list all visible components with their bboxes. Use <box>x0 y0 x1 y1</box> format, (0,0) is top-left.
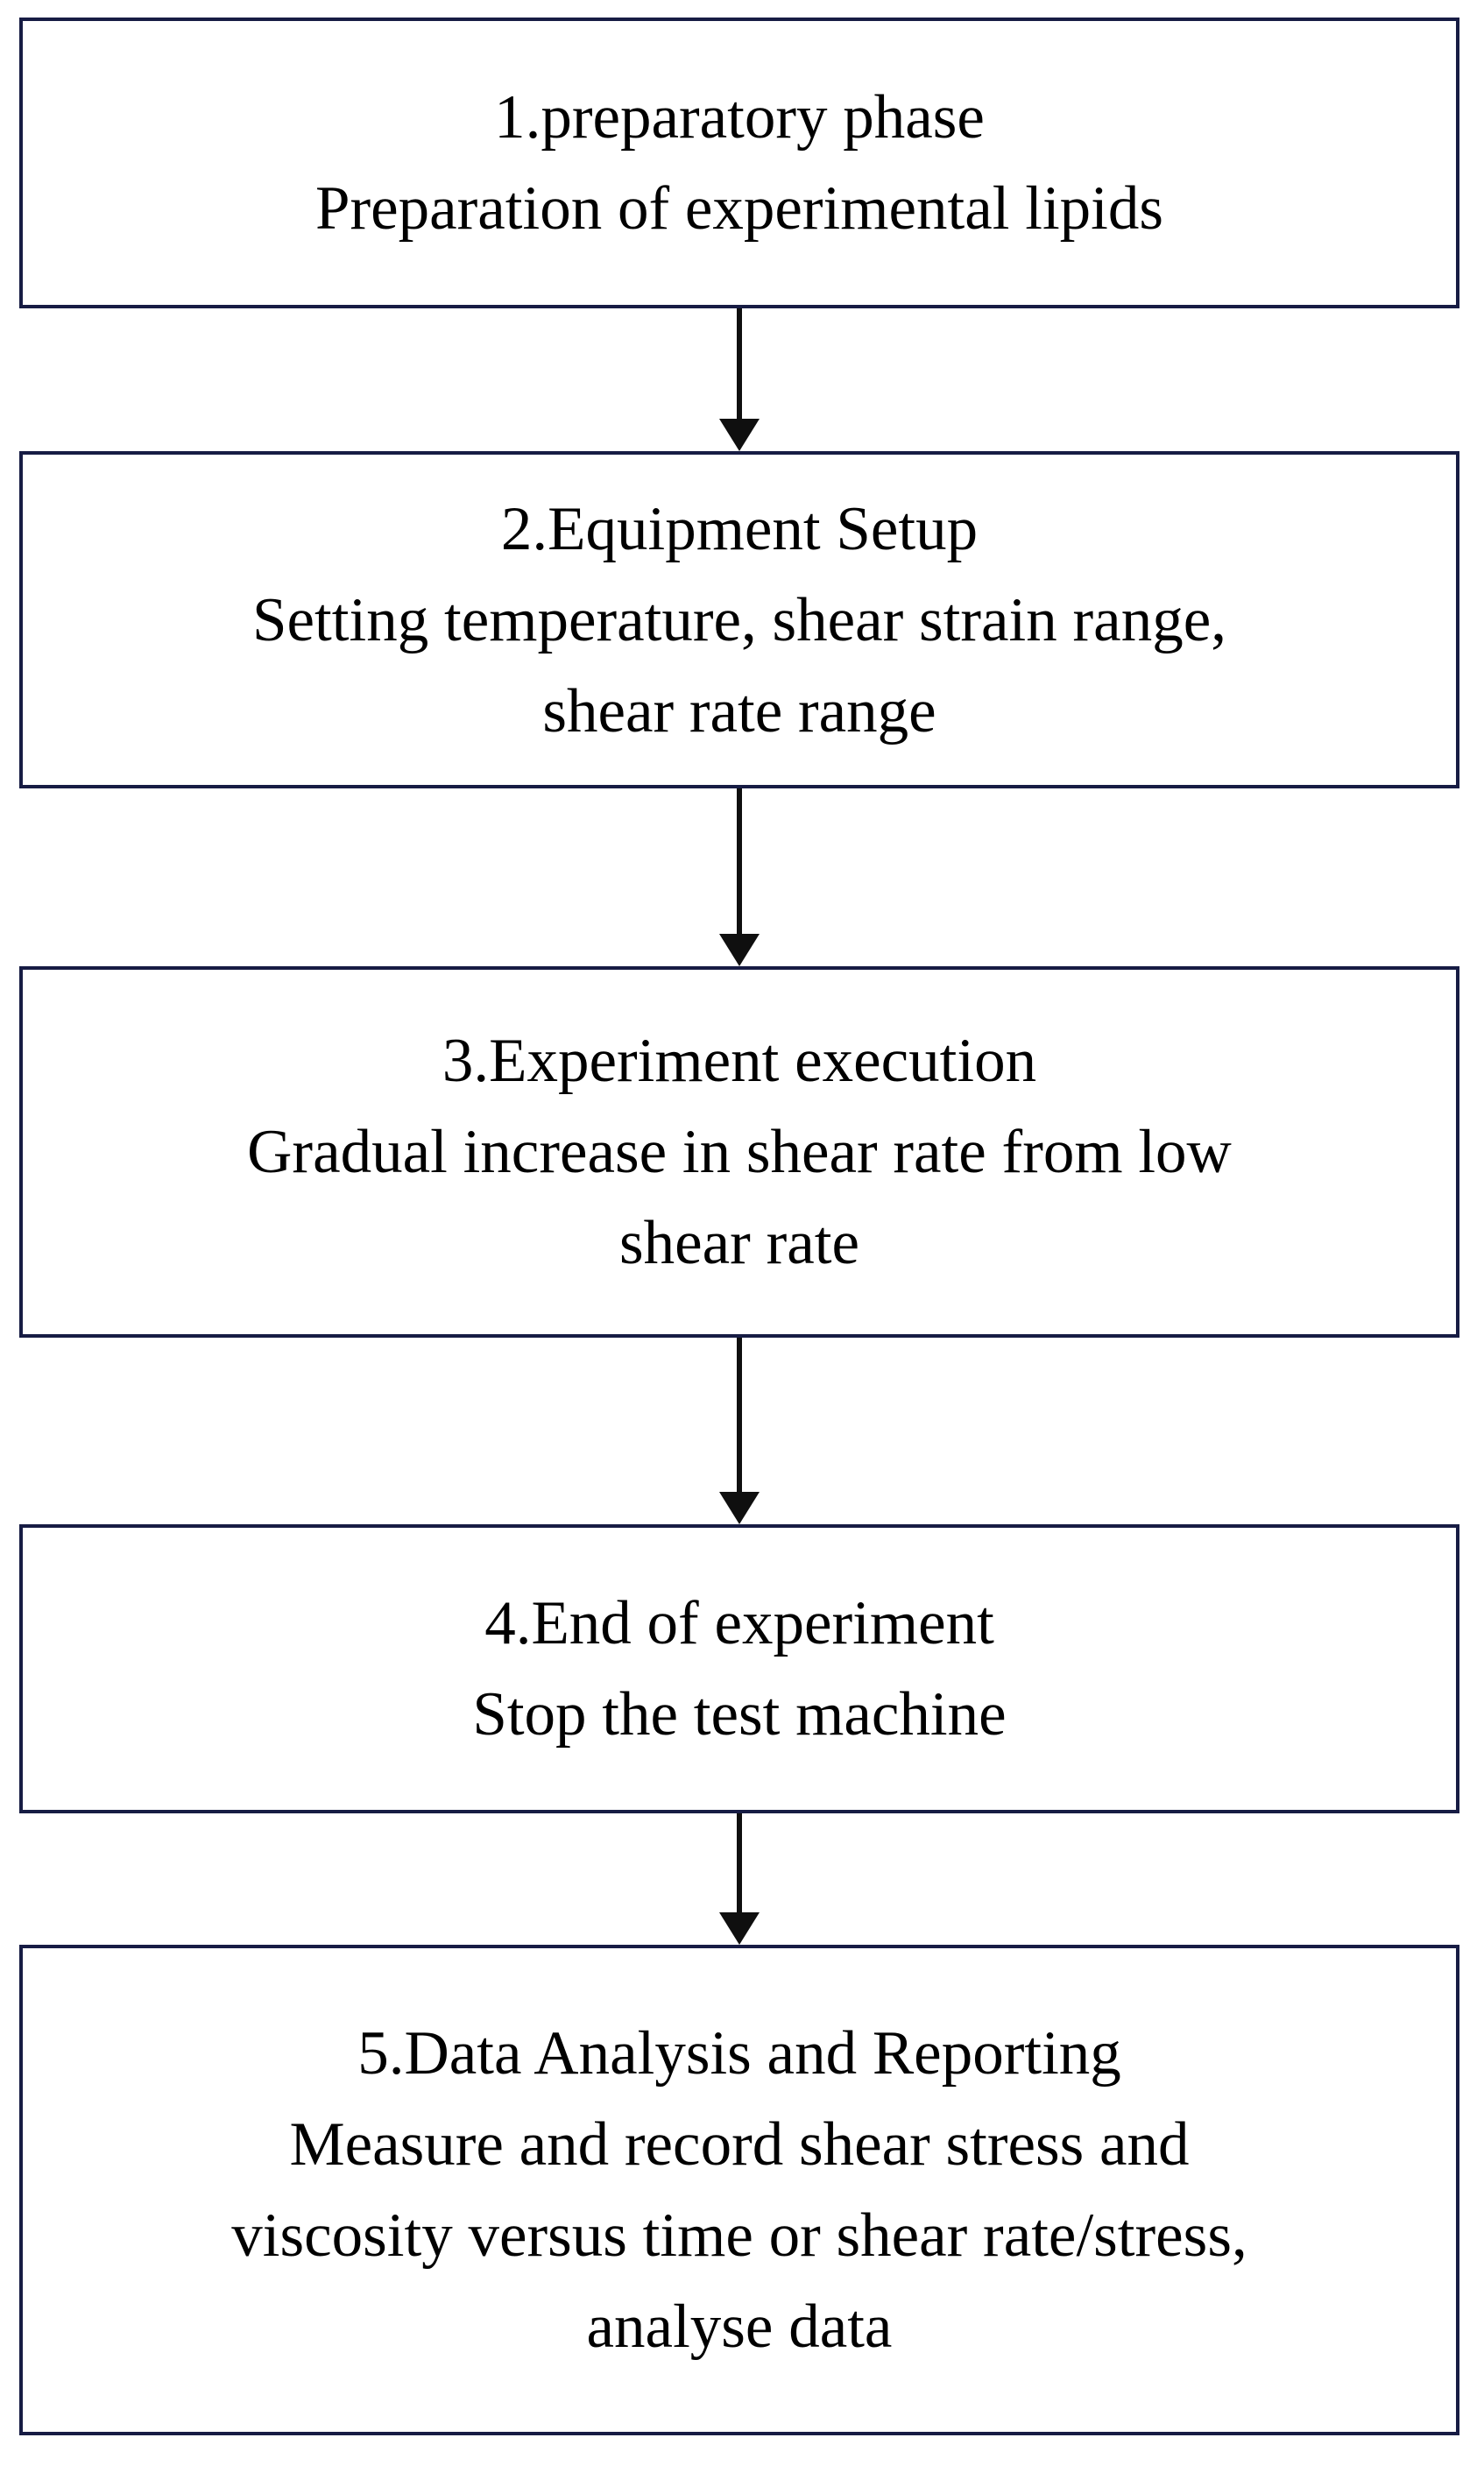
arrow-2-head-icon <box>719 934 760 966</box>
step-1-description: Preparation of experimental lipids <box>314 174 1164 243</box>
arrow-2-line <box>737 788 742 934</box>
arrow-4-head-icon <box>719 1912 760 1945</box>
arrow-1-line <box>737 308 742 419</box>
step-2-box: 2.Equipment Setup Setting temperature, s… <box>19 451 1459 788</box>
flow-arrow-3 <box>19 1338 1459 1524</box>
step-4-box: 4.End of experiment Stop the test machin… <box>19 1524 1459 1813</box>
step-5-title: 5.Data Analysis and Reporting <box>357 2019 1121 2088</box>
step-4-title: 4.End of experiment <box>484 1589 994 1657</box>
step-5-box: 5.Data Analysis and Reporting Measure an… <box>19 1945 1459 2435</box>
arrow-3-head-icon <box>719 1492 760 1524</box>
step-5-description-line-1: Measure and record shear stress and <box>289 2110 1190 2179</box>
step-2-description-line-2: shear rate range <box>542 676 936 745</box>
step-3-description-line-1: Gradual increase in shear rate from low <box>247 1118 1232 1186</box>
flow-arrow-2 <box>19 788 1459 966</box>
step-3-title: 3.Experiment execution <box>442 1027 1037 1095</box>
step-4-description: Stop the test machine <box>472 1680 1007 1749</box>
step-3-box: 3.Experiment execution Gradual increase … <box>19 966 1459 1338</box>
step-3-description-line-2: shear rate <box>619 1209 859 1277</box>
flow-arrow-1 <box>19 308 1459 451</box>
step-5-description-line-2: viscosity versus time or shear rate/stre… <box>231 2201 1247 2270</box>
step-2-title: 2.Equipment Setup <box>500 494 979 563</box>
step-1-box: 1.preparatory phase Preparation of exper… <box>19 18 1459 308</box>
arrow-3-line <box>737 1338 742 1492</box>
step-1-title: 1.preparatory phase <box>494 83 985 152</box>
step-2-description-line-1: Setting temperature, shear strain range, <box>252 585 1226 654</box>
arrow-4-line <box>737 1813 742 1912</box>
step-5-description-line-3: analyse data <box>586 2293 893 2361</box>
arrow-1-head-icon <box>719 419 760 451</box>
flow-arrow-4 <box>19 1813 1459 1945</box>
flowchart: 1.preparatory phase Preparation of exper… <box>19 18 1459 2435</box>
